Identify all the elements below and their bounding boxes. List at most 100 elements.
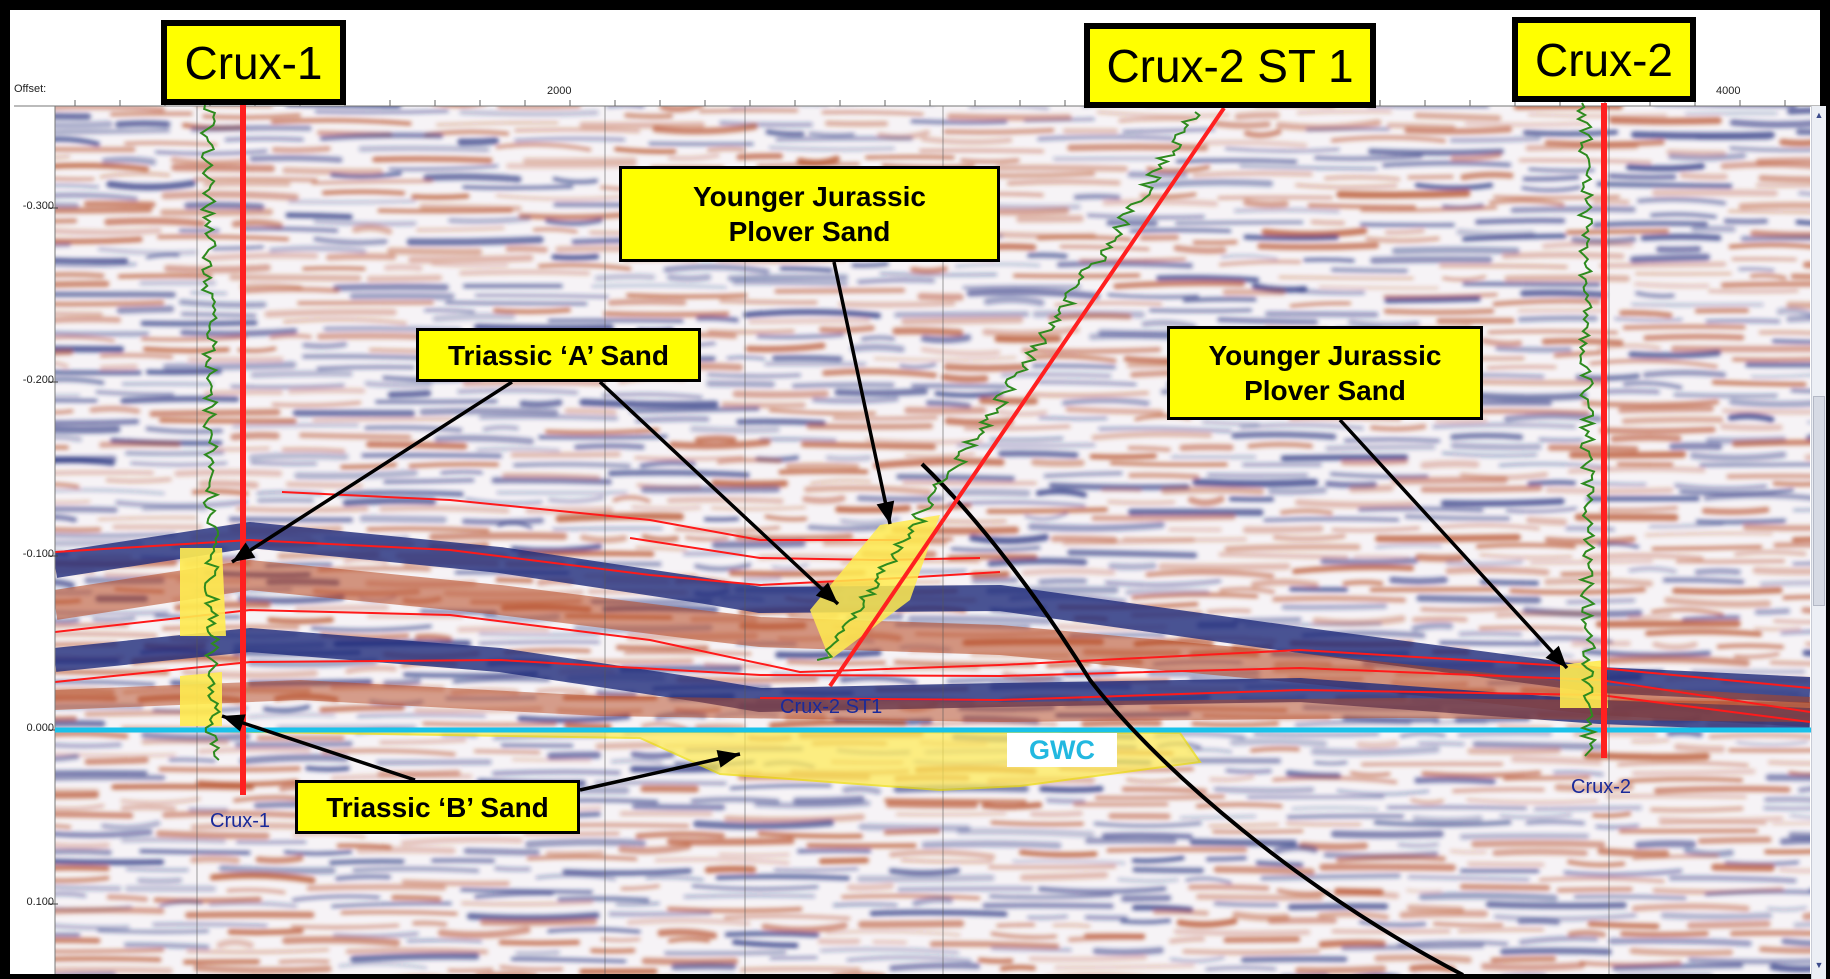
seismic-reflector-dash [1530, 559, 1654, 565]
seismic-reflector-dash [99, 172, 171, 179]
scroll-down-icon[interactable]: ▼ [1814, 960, 1824, 970]
seismic-reflector-dash [971, 577, 1019, 584]
vertical-scrollbar[interactable]: ▲ ▼ [1811, 106, 1826, 979]
seismic-reflector-dash [1079, 257, 1187, 262]
seismic-reflector-dash [491, 769, 621, 776]
seismic-reflector-dash [1086, 213, 1205, 219]
seismic-reflector-dash [99, 353, 174, 359]
seismic-reflector-dash [55, 792, 99, 799]
seismic-reflector-dash [996, 923, 1036, 928]
seismic-reflector-dash [1666, 149, 1726, 157]
seismic-reflector-dash [239, 754, 349, 765]
gamma-log-crux-1 [199, 104, 222, 761]
seismic-reflector-dash [800, 441, 937, 450]
seismic-reflector-dash [1668, 152, 1747, 161]
seismic-reflector-dash [1365, 236, 1440, 243]
seismic-reflector-dash [1234, 111, 1280, 120]
y-tick-label: 0.100 [26, 896, 54, 908]
seismic-reflector-dash [1493, 912, 1638, 922]
seismic-reflector-dash [459, 109, 599, 117]
seismic-reflector-dash [1020, 871, 1109, 881]
seismic-reflector-dash [999, 964, 1037, 972]
seismic-reflector-dash [1495, 610, 1605, 618]
seismic-reflector-dash [1220, 254, 1278, 261]
seismic-reflector-dash [505, 245, 548, 253]
seismic-reflector-dash [1212, 829, 1304, 834]
seismic-reflector-dash [1583, 751, 1710, 761]
horizon-pick [55, 608, 1810, 689]
seismic-reflector-dash [124, 141, 218, 147]
seismic-reflector-dash [1278, 275, 1414, 280]
seismic-reflector-dash [1294, 719, 1412, 728]
seismic-reflector-dash [364, 425, 463, 433]
seismic-reflector-dash [1567, 466, 1706, 474]
seismic-reflector-dash [1533, 805, 1643, 812]
seismic-reflector-dash [706, 380, 776, 388]
seismic-reflector-dash [366, 274, 443, 282]
seismic-reflector-dash [966, 288, 1101, 300]
seismic-reflector-dash [982, 902, 1114, 909]
seismic-reflector-dash [608, 910, 712, 917]
seismic-reflector-dash [600, 937, 641, 942]
seismic-reflector-dash [1062, 537, 1195, 546]
seismic-reflector-dash [1239, 422, 1364, 431]
seismic-reflector-dash [818, 857, 870, 865]
scroll-thumb[interactable] [1813, 396, 1825, 606]
seismic-reflector-dash [55, 923, 130, 930]
seismic-reflector-dash [858, 823, 971, 832]
seismic-reflector-dash [1432, 422, 1577, 429]
seismic-reflector-dash [478, 632, 600, 637]
seismic-reflector-dash [55, 361, 69, 369]
seismic-reflector-dash [1411, 621, 1454, 632]
seismic-reflector-dash [727, 274, 849, 281]
seismic-reflector-dash [1487, 329, 1618, 335]
seismic-reflector-dash [1084, 915, 1128, 921]
seismic-reflector-dash [990, 946, 1072, 953]
seismic-reflector-dash [211, 245, 264, 251]
triassic-a-sand-crux-1 [180, 548, 226, 636]
seismic-reflector-dash [517, 713, 631, 723]
seismic-reflector-dash [1205, 855, 1247, 862]
seismic-reflector-dash [989, 436, 1064, 442]
seismic-reflector-dash [1412, 815, 1483, 824]
seismic-reflector-dash [764, 514, 808, 521]
seismic-reflector-dash [796, 155, 841, 167]
seismic-reflector-dash [356, 713, 486, 718]
seismic-reflector-dash [1101, 488, 1142, 492]
seismic-reflector-dash [1325, 480, 1377, 489]
seismic-reflector-dash [388, 164, 499, 171]
seismic-reflector-dash [1243, 199, 1289, 208]
seismic-reflector-dash [494, 866, 531, 872]
seismic-reflector-dash [152, 922, 268, 928]
seismic-reflector-dash [1763, 806, 1810, 811]
seismic-reflector-dash [99, 441, 181, 448]
seismic-reflector-dash [1789, 813, 1810, 820]
seismic-reflector-dash [283, 318, 407, 325]
seismic-reflector-dash [1440, 498, 1565, 507]
seismic-reflector-dash [106, 894, 149, 902]
seismic-reflector-dash [1324, 175, 1401, 182]
seismic-reflector-dash [640, 485, 781, 494]
seismic-reflector-dash [1708, 732, 1810, 740]
seismic-reflector-dash [125, 867, 189, 872]
seismic-reflector-dash [634, 456, 745, 461]
seismic-reflector-dash [719, 120, 813, 128]
gamma-log-crux-2 [1575, 102, 1599, 757]
seismic-reflector-dash [1127, 445, 1171, 452]
seismic-reflector-dash [1289, 301, 1351, 308]
seismic-reflector-dash [459, 269, 591, 276]
seismic-reflector-dash [1117, 878, 1179, 883]
seismic-reflector-dash [1544, 536, 1636, 545]
seismic-reflector-dash [1384, 228, 1425, 235]
seismic-reflector-dash [1310, 745, 1440, 756]
seismic-reflector-dash [204, 252, 319, 262]
seismic-reflector-dash [1666, 729, 1703, 738]
seismic-reflector-dash [1240, 956, 1348, 963]
seismic-reflector-dash [55, 202, 80, 209]
seismic-reflector-dash [1527, 480, 1577, 486]
seismic-reflector-dash [547, 927, 641, 934]
seismic-reflector-dash [1261, 227, 1368, 238]
seismic-reflector-dash [989, 893, 1113, 900]
scroll-up-icon[interactable]: ▲ [1814, 110, 1824, 120]
seismic-reflector-dash [729, 783, 832, 790]
